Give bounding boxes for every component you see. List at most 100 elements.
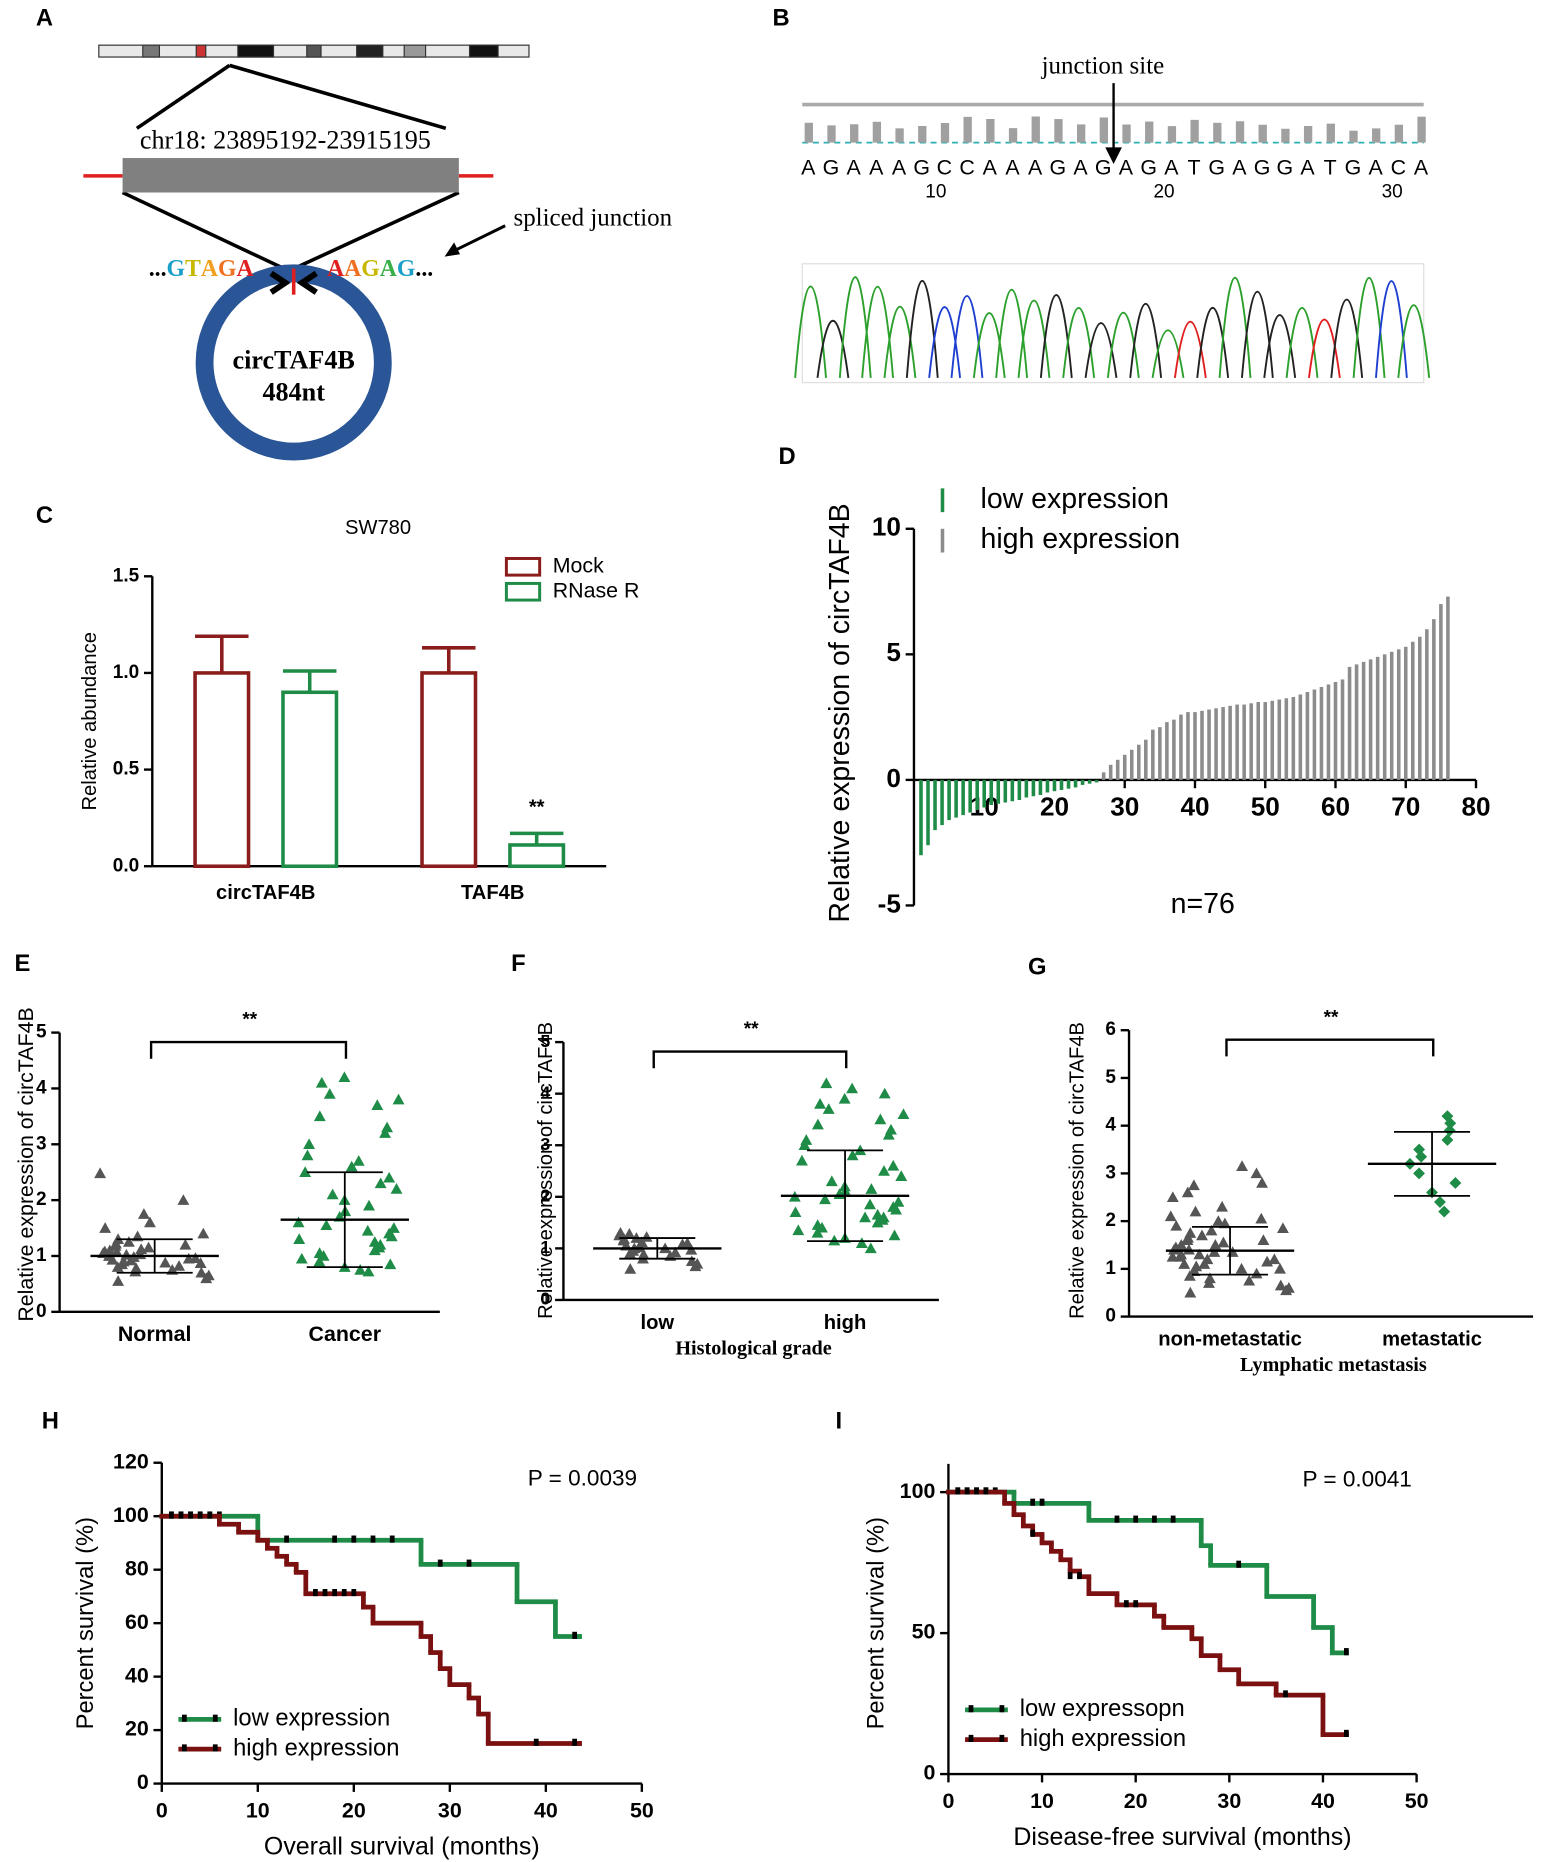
point bbox=[1205, 1224, 1218, 1236]
annotation: ** bbox=[1324, 1007, 1339, 1028]
point bbox=[1441, 1134, 1454, 1146]
x-tick-label: 50 bbox=[1405, 1789, 1429, 1813]
quality-bar bbox=[895, 128, 904, 143]
peak bbox=[1240, 290, 1274, 378]
point bbox=[103, 1244, 116, 1256]
point bbox=[811, 1118, 824, 1130]
bar bbox=[1052, 779, 1057, 792]
y-tick-label: 5 bbox=[886, 637, 901, 667]
point bbox=[892, 1196, 905, 1207]
censor-mark bbox=[1236, 1560, 1242, 1568]
bar bbox=[989, 779, 994, 806]
peak bbox=[1397, 304, 1431, 378]
base: G bbox=[913, 155, 930, 179]
bar bbox=[926, 779, 930, 846]
bar bbox=[1418, 636, 1422, 780]
base: A bbox=[344, 256, 361, 282]
censor-mark bbox=[197, 1511, 203, 1519]
censor-mark bbox=[370, 1535, 376, 1543]
point bbox=[1212, 1215, 1225, 1226]
y-tick-label: 1 bbox=[36, 1245, 47, 1266]
quality-bar bbox=[1190, 119, 1199, 143]
point bbox=[1250, 1267, 1263, 1279]
arrow-head bbox=[1105, 147, 1122, 164]
point bbox=[846, 1082, 859, 1094]
censor-mark bbox=[437, 1559, 443, 1567]
legend-censor bbox=[181, 1714, 187, 1722]
point bbox=[94, 1167, 107, 1179]
bar bbox=[1158, 727, 1162, 780]
quality-bar bbox=[1372, 128, 1381, 143]
censor-mark bbox=[1030, 1529, 1036, 1537]
x-tick-label: 80 bbox=[1461, 791, 1490, 821]
quality-bar bbox=[1394, 124, 1404, 143]
point bbox=[1243, 1274, 1256, 1286]
point bbox=[1178, 1258, 1191, 1269]
y-tick-label: 0 bbox=[923, 1761, 935, 1785]
bar bbox=[1432, 619, 1436, 780]
bar bbox=[1221, 707, 1225, 780]
peak bbox=[1039, 294, 1073, 378]
x-tick-label: 50 bbox=[1251, 791, 1280, 821]
censor-mark bbox=[313, 1588, 318, 1597]
base: A bbox=[869, 155, 884, 179]
y-axis-label: Relative expression of circTAF4B bbox=[824, 503, 856, 922]
bar bbox=[1073, 779, 1078, 788]
base: A bbox=[1073, 155, 1088, 179]
x-tick-label: Normal bbox=[118, 1322, 192, 1346]
base: A bbox=[1300, 155, 1315, 179]
x-tick-label: 30 bbox=[438, 1799, 462, 1823]
base: A bbox=[1232, 155, 1247, 179]
bar bbox=[193, 671, 251, 869]
y-tick-label: 5 bbox=[36, 1022, 47, 1043]
point bbox=[1193, 1248, 1206, 1260]
base: A bbox=[201, 256, 218, 282]
bar bbox=[1375, 656, 1380, 780]
bar bbox=[1136, 744, 1141, 780]
point bbox=[1181, 1186, 1194, 1198]
point bbox=[303, 1138, 316, 1150]
base: T bbox=[1188, 155, 1201, 179]
point bbox=[623, 1228, 636, 1239]
quality-bar bbox=[1145, 121, 1154, 143]
bar bbox=[1312, 689, 1317, 780]
y-tick-label: 2 bbox=[36, 1189, 47, 1210]
y-tick-label: 40 bbox=[125, 1663, 149, 1687]
base: G bbox=[397, 256, 415, 282]
bar bbox=[1165, 722, 1169, 780]
bar bbox=[1031, 779, 1036, 797]
point bbox=[354, 1264, 367, 1275]
base: G bbox=[1208, 155, 1225, 179]
point bbox=[640, 1231, 653, 1242]
legend-censor bbox=[968, 1705, 974, 1713]
y-tick-label: 2 bbox=[1105, 1210, 1116, 1231]
legend-label: low expression bbox=[233, 1705, 390, 1732]
sequence: ...GTAGA bbox=[149, 256, 254, 282]
sequence: AAGAG... bbox=[327, 256, 433, 282]
point bbox=[315, 1076, 328, 1088]
point bbox=[1276, 1222, 1289, 1234]
quality-bar bbox=[1235, 121, 1245, 143]
y-tick-label: 0 bbox=[137, 1770, 149, 1794]
censor-mark bbox=[1030, 1498, 1036, 1506]
point bbox=[320, 1219, 333, 1231]
annotation: spliced junction bbox=[514, 205, 673, 232]
x-tick-label: 0 bbox=[942, 1789, 954, 1813]
point bbox=[299, 1166, 312, 1177]
x-axis-label: Lymphatic metastasis bbox=[1240, 1354, 1427, 1376]
point bbox=[189, 1252, 202, 1263]
point bbox=[1434, 1196, 1446, 1208]
bar bbox=[1038, 779, 1043, 795]
quality-bar bbox=[1349, 130, 1358, 143]
point bbox=[897, 1108, 910, 1120]
base: G bbox=[167, 256, 185, 282]
quality-bar bbox=[1099, 117, 1109, 143]
x-tick-label: metastatic bbox=[1382, 1329, 1482, 1351]
x-tick-label: 20 bbox=[1124, 1789, 1148, 1813]
annotation: junction site bbox=[1041, 52, 1165, 79]
censor-mark bbox=[572, 1738, 578, 1746]
x-tick-label: 10 bbox=[1030, 1789, 1054, 1813]
censor-mark bbox=[1133, 1600, 1139, 1608]
x-tick-label: low bbox=[640, 1312, 674, 1334]
